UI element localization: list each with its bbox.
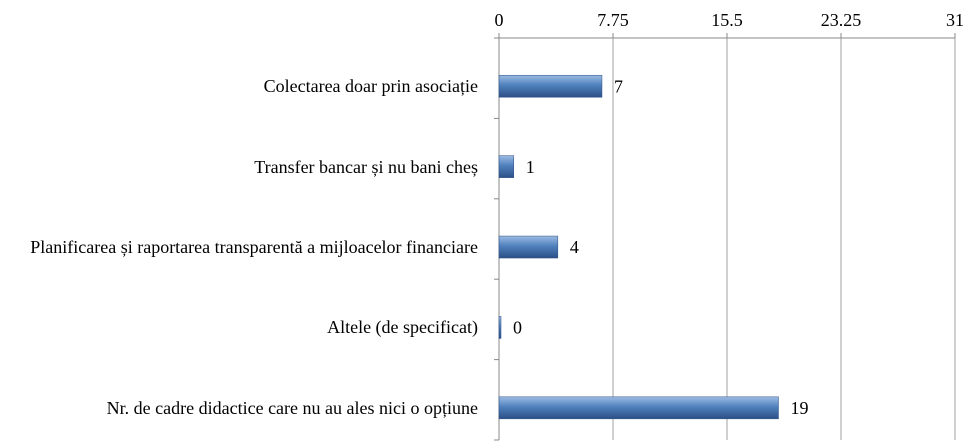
y-tick-label-box: Altele (de specificat) [0, 315, 478, 339]
data-label: 1 [526, 157, 535, 177]
data-label: 19 [790, 398, 808, 418]
y-tick-label: Colectarea doar prin asociație [263, 76, 478, 97]
y-tick-label: Nr. de cadre didactice care nu au ales n… [106, 397, 478, 418]
bar [498, 74, 603, 98]
x-tick-label: 0 [495, 10, 504, 30]
y-tick-label-box: Nr. de cadre didactice care nu au ales n… [0, 396, 478, 420]
y-tick-label-box: Colectarea doar prin asociație [0, 74, 478, 98]
y-tick-label-box: Planificarea și raportarea transparentă … [0, 235, 478, 259]
x-tick-label: 7.75 [597, 10, 629, 30]
bar [498, 316, 502, 339]
data-label: 7 [614, 76, 623, 96]
bar [498, 155, 514, 178]
x-tick-label: 15.5 [711, 10, 743, 30]
y-tick-label: Altele (de specificat) [327, 317, 478, 338]
y-tick-label: Planificarea și raportarea transparentă … [30, 237, 478, 258]
y-tick-label: Transfer bancar și nu bani cheș [254, 156, 478, 177]
data-label: 0 [513, 318, 522, 338]
x-tick-label: 31 [946, 10, 963, 30]
x-tick-label: 23.25 [821, 10, 862, 30]
data-label: 4 [570, 237, 579, 257]
bar [498, 235, 559, 259]
bar [498, 396, 779, 420]
y-tick-label-box: Transfer bancar și nu bani cheș [0, 155, 478, 179]
